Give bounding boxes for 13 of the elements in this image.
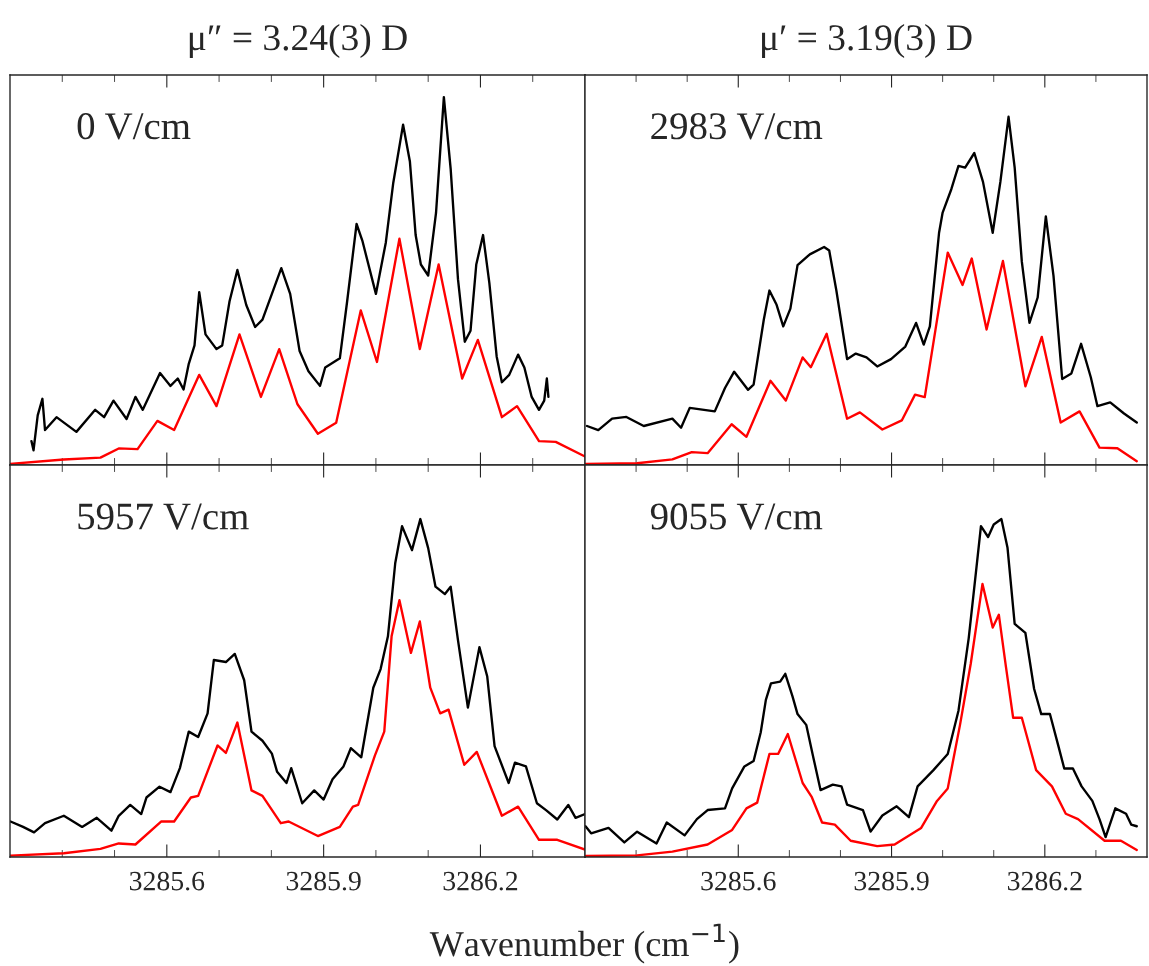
chart-title: μ″ = 3.24(3) D	[189, 23, 407, 59]
x-tick-label: 3285.9	[286, 871, 361, 891]
annotation: 0 V/cm	[77, 113, 191, 140]
chart-title: μ′ = 3.19(3) D	[762, 23, 972, 59]
x-tick-label: 3286.2	[1007, 871, 1082, 891]
x-tick-label: 3286.2	[443, 871, 518, 891]
annotation: 2983 V/cm	[651, 113, 823, 140]
annotation: 5957 V/cm	[78, 503, 249, 530]
x-tick-label: 3285.6	[129, 871, 205, 891]
x-tick-label: 3285.6	[701, 871, 776, 891]
annotation: 9055 V/cm	[650, 503, 823, 530]
x-tick-label: 3285.9	[854, 871, 929, 891]
x-axis-title: Wavenumber (cm$^{−1}$)	[429, 923, 739, 964]
